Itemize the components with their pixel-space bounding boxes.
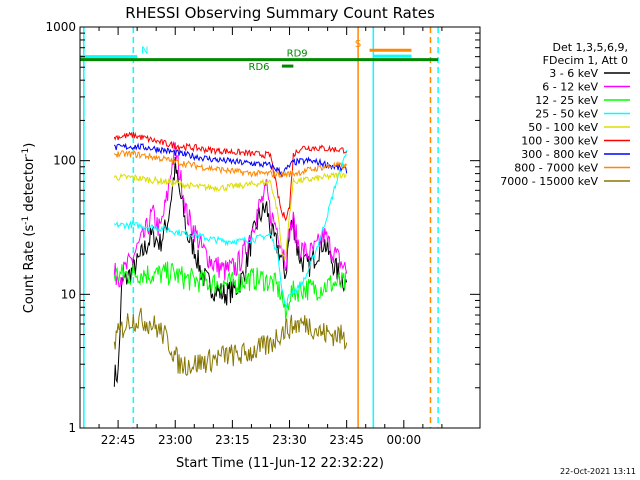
series-line-5 xyxy=(113,131,347,222)
plot-timestamp: 22-Oct-2021 13:11 xyxy=(560,467,636,476)
x-tick-label-1: 23:00 xyxy=(158,433,193,447)
x-tick-label-0: 22:45 xyxy=(101,433,136,447)
x-axis-label: Start Time (11-Jun-12 22:32:22) xyxy=(176,456,384,471)
legend: Det 1,3,5,6,9, FDecim 1, Att 0 3 - 6 keV… xyxy=(500,41,630,188)
x-tick-label-3: 23:30 xyxy=(272,433,307,447)
y-axis-label-main: Count Rate (s xyxy=(22,225,37,314)
series-line-8 xyxy=(113,307,348,377)
y-axis-label-end: ) xyxy=(22,143,37,148)
y-tick-label-2: 100 xyxy=(53,154,76,168)
flag-label-3: RD9 xyxy=(287,49,308,60)
flag-label-4: RD6 xyxy=(249,62,270,73)
legend-label-7: 800 - 7000 keV xyxy=(514,162,598,175)
legend-label-0: 3 - 6 keV xyxy=(549,67,598,80)
legend-label-5: 100 - 300 keV xyxy=(521,135,598,148)
legend-label-2: 12 - 25 keV xyxy=(535,94,598,107)
y-axis-label-mid: detector xyxy=(22,156,37,216)
legend-header-1: Det 1,3,5,6,9, xyxy=(552,41,628,54)
series-line-4 xyxy=(113,171,348,262)
series-line-3 xyxy=(113,150,348,309)
series-line-7 xyxy=(113,150,348,179)
chart-title: RHESSI Observing Summary Count Rates xyxy=(125,4,435,22)
legend-label-3: 25 - 50 keV xyxy=(535,108,598,121)
plot-area: N S RD9 RD6 22:45 23:00 23:15 23:30 23:45 00:00 1 1… xyxy=(45,20,481,447)
x-tick-label-5: 00:00 xyxy=(387,433,422,447)
y-axis-label-sup2: -1 xyxy=(21,148,31,157)
series-line-2 xyxy=(113,261,348,321)
x-tick-label-4: 23:45 xyxy=(329,433,364,447)
legend-label-1: 6 - 12 keV xyxy=(542,81,598,94)
y-tick-label-3: 1000 xyxy=(45,20,76,34)
series-line-6 xyxy=(113,142,348,178)
y-tick-label-0: 1 xyxy=(68,421,76,435)
y-axis-label: Count Rate (s-1 detector-1) xyxy=(21,143,37,314)
legend-label-8: 7000 - 15000 keV xyxy=(500,175,598,188)
x-tick-label-2: 23:15 xyxy=(215,433,250,447)
y-axis-label-sup1: -1 xyxy=(21,216,31,225)
legend-header-2: FDecim 1, Att 0 xyxy=(543,54,628,67)
flag-label-0: N xyxy=(141,46,148,57)
flag-label-1: S xyxy=(355,39,361,50)
legend-label-6: 300 - 800 keV xyxy=(521,148,598,161)
plot-frame xyxy=(79,26,481,429)
legend-label-4: 50 - 100 keV xyxy=(528,121,598,134)
y-tick-label-1: 10 xyxy=(61,287,76,301)
series-line-1 xyxy=(113,142,348,288)
